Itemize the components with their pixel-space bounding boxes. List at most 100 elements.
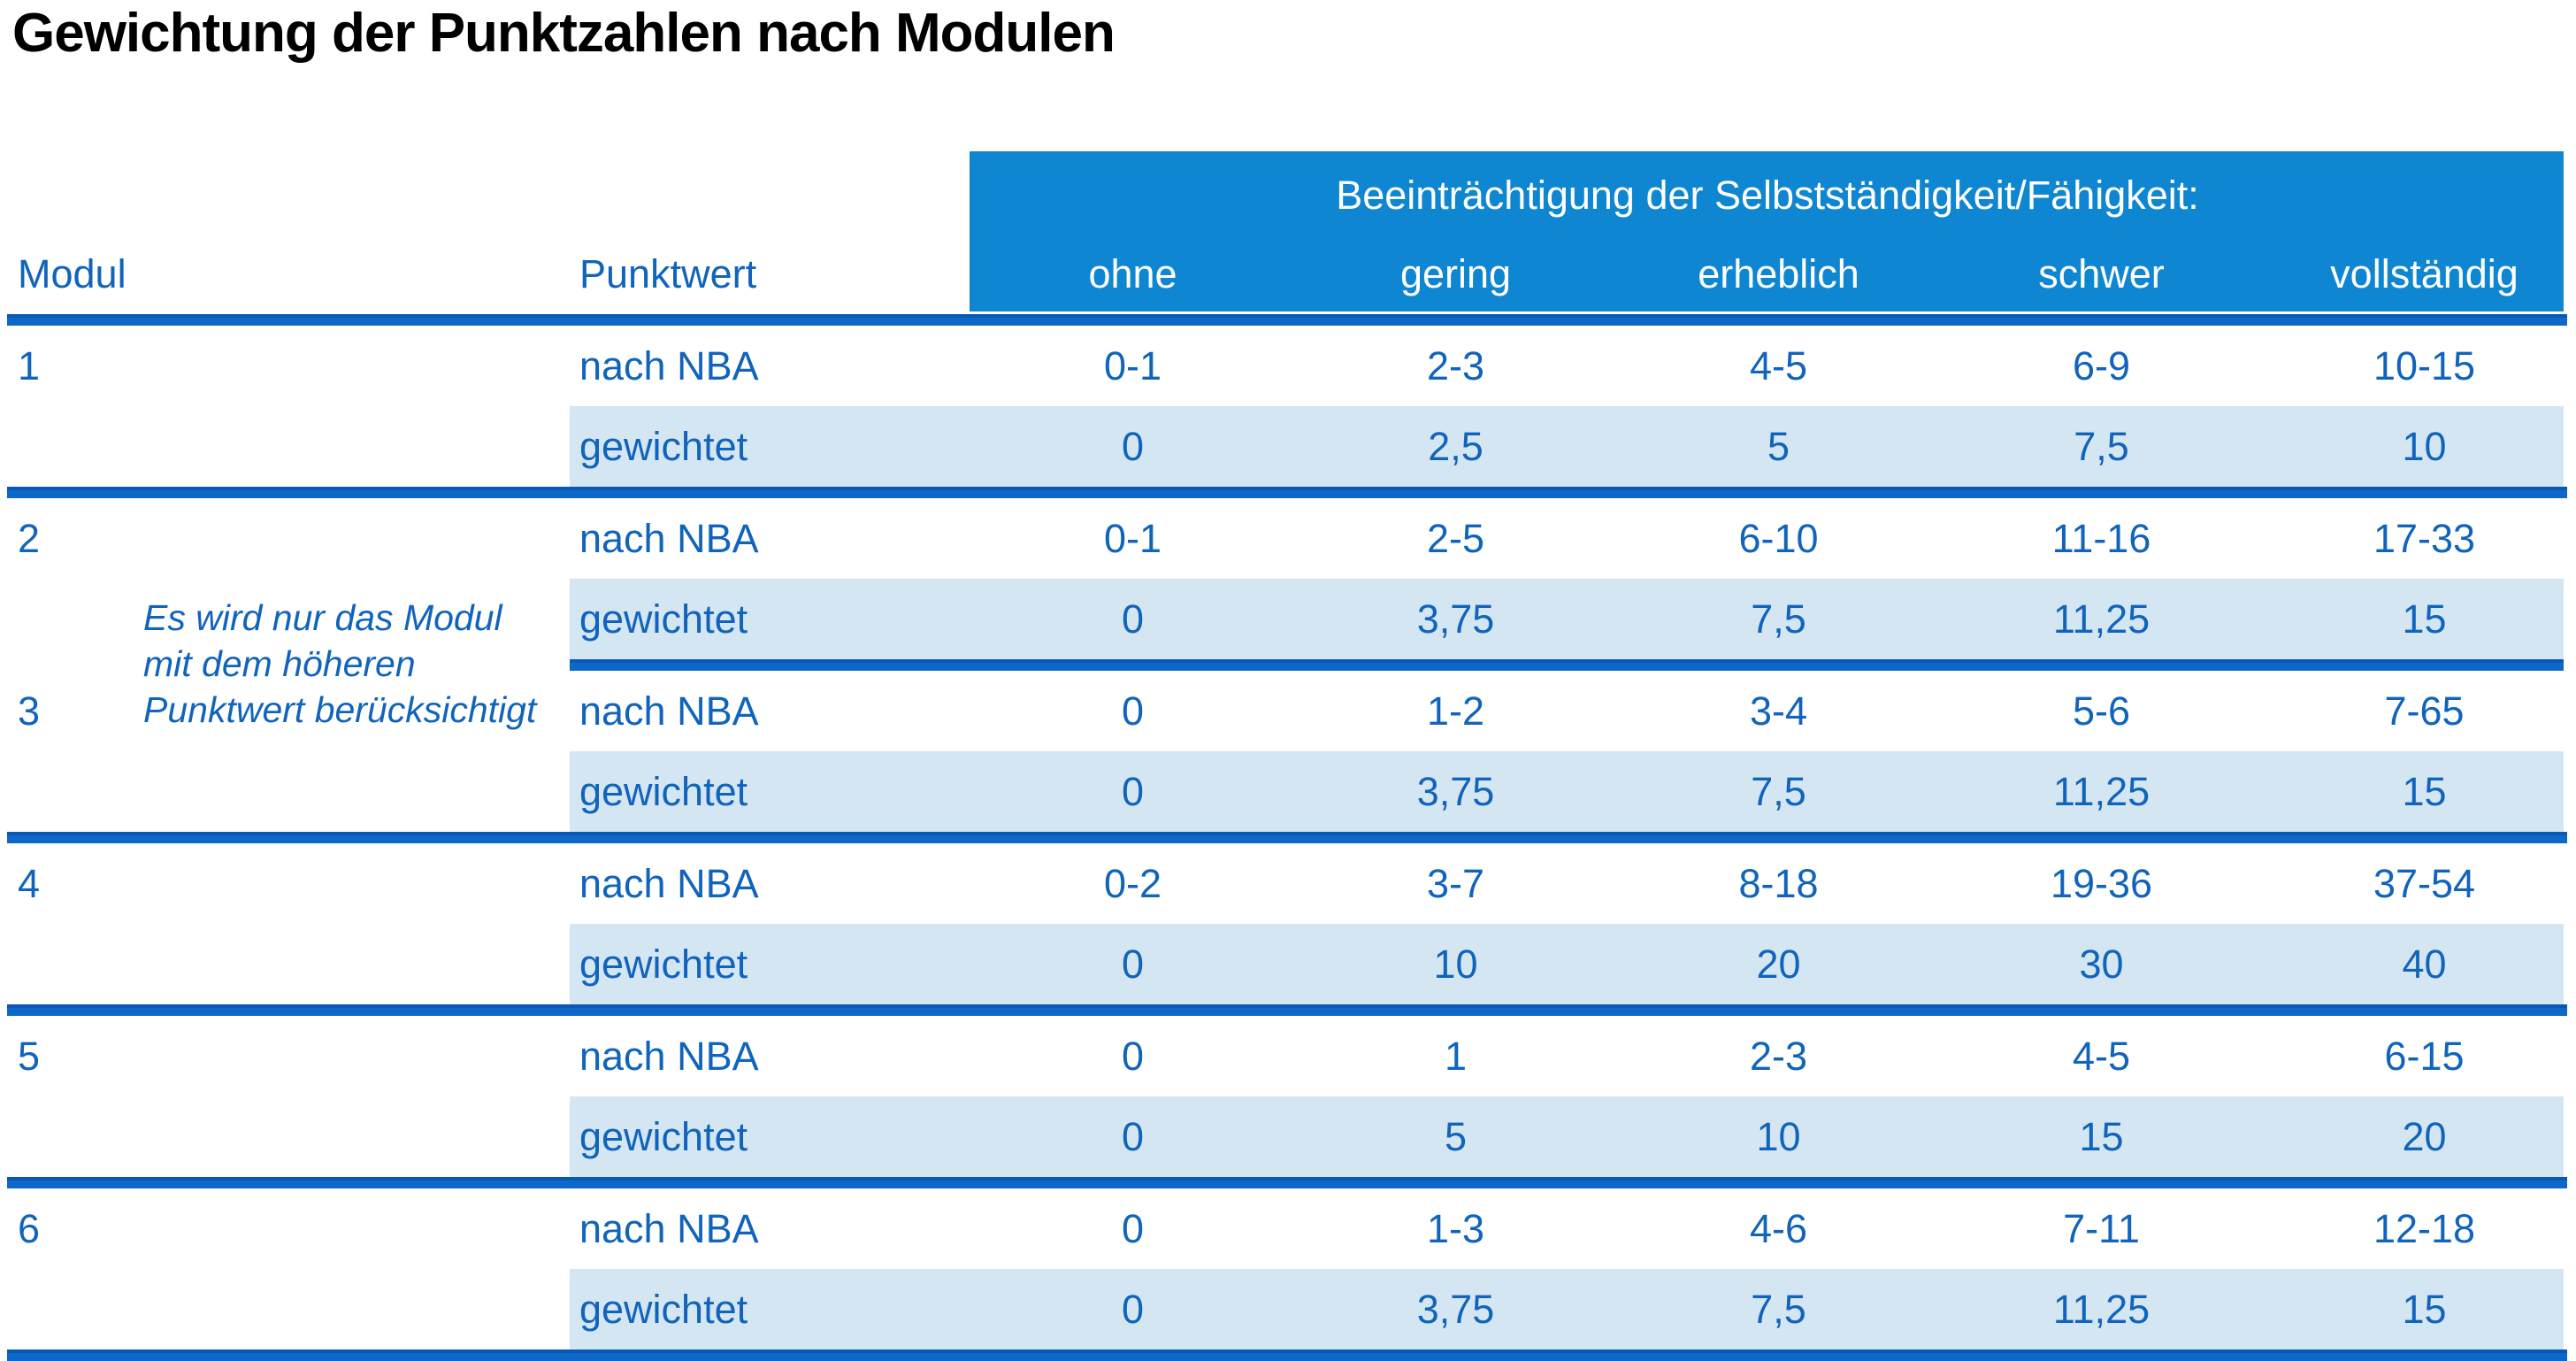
nba-value-cell: 3-4 xyxy=(1749,688,1808,734)
row-label-nba: nach NBA xyxy=(579,688,759,734)
module-number: 6 xyxy=(18,1206,41,1251)
header-separator-line xyxy=(7,314,2567,326)
weighted-value-cell: 0 xyxy=(1121,1114,1145,1159)
row-label-weighted: gewichtet xyxy=(579,596,748,642)
column-header-severity-2: erheblich xyxy=(1698,251,1859,296)
module-number: 3 xyxy=(18,688,41,734)
separator-line xyxy=(7,1349,2567,1361)
nba-value-cell: 8-18 xyxy=(1738,861,1819,906)
nba-value-cell: 4-5 xyxy=(2072,1034,2131,1079)
weighted-value-cell: 0 xyxy=(1121,1287,1145,1332)
module-number: 1 xyxy=(18,343,41,388)
weighted-value-cell: 15 xyxy=(2402,1287,2447,1332)
column-header-severity-3: schwer xyxy=(2038,251,2165,296)
weighted-value-cell: 11,25 xyxy=(2052,596,2150,642)
weighted-value-cell: 0 xyxy=(1121,942,1145,987)
weighted-row-background xyxy=(570,406,2564,487)
nba-value-cell: 0-1 xyxy=(1103,516,1162,561)
impairment-span-header: Beeinträchtigung der Selbstständigkeit/F… xyxy=(1336,173,2199,218)
nba-value-cell: 19-36 xyxy=(2050,861,2153,906)
nba-value-cell: 0 xyxy=(1121,1206,1145,1251)
module-number: 5 xyxy=(18,1034,41,1079)
column-header-severity-0: ohne xyxy=(1088,251,1177,296)
weighted-value-cell: 3,75 xyxy=(1416,1287,1495,1332)
column-header-punktwert: Punktwert xyxy=(579,251,757,296)
column-header-severity-1: gering xyxy=(1399,251,1512,296)
weighted-value-cell: 0 xyxy=(1121,596,1145,642)
weighted-value-cell: 15 xyxy=(2402,769,2447,814)
nba-value-cell: 11-16 xyxy=(2051,516,2151,561)
weighted-value-cell: 3,75 xyxy=(1416,769,1495,814)
weighted-value-cell: 7,5 xyxy=(1751,596,1806,642)
nba-value-cell: 2-5 xyxy=(1426,516,1485,561)
module-number: 4 xyxy=(18,861,41,906)
nba-value-cell: 37-54 xyxy=(2373,861,2476,906)
severity-header-band xyxy=(970,151,2564,311)
page-title: Gewichtung der Punktzahlen nach Modulen xyxy=(12,3,1116,64)
weighted-value-cell: 20 xyxy=(2402,1114,2447,1159)
weighted-value-cell: 2,5 xyxy=(1428,424,1484,469)
nba-value-cell: 1-3 xyxy=(1426,1206,1485,1251)
row-label-nba: nach NBA xyxy=(579,861,759,906)
row-label-nba: nach NBA xyxy=(579,516,759,561)
weighted-value-cell: 20 xyxy=(1756,942,1801,987)
module-2-3-note: Es wird nur das Modul mit dem höheren Pu… xyxy=(143,597,537,730)
separator-line xyxy=(570,659,2564,671)
nba-value-cell: 6-15 xyxy=(2384,1034,2465,1079)
weighted-row-background xyxy=(570,579,2564,659)
separator-line xyxy=(7,832,2567,843)
row-label-nba: nach NBA xyxy=(579,1206,759,1251)
nba-value-cell: 6-10 xyxy=(1738,516,1819,561)
nba-value-cell: 1-2 xyxy=(1426,688,1485,734)
weighted-value-cell: 3,75 xyxy=(1416,596,1495,642)
row-label-nba: nach NBA xyxy=(579,1034,759,1079)
nba-value-cell: 5-6 xyxy=(2072,688,2131,734)
nba-value-cell: 2-3 xyxy=(1749,1034,1808,1079)
column-header-severity-4: vollständig xyxy=(2330,251,2518,296)
weighted-value-cell: 5 xyxy=(1767,424,1790,469)
weighted-value-cell: 10 xyxy=(2402,424,2447,469)
module-number: 2 xyxy=(18,516,41,561)
weighted-value-cell: 15 xyxy=(2079,1114,2124,1159)
row-label-weighted: gewichtet xyxy=(579,424,748,469)
row-label-weighted: gewichtet xyxy=(579,769,748,814)
nba-value-cell: 10-15 xyxy=(2373,343,2476,388)
nba-value-cell: 6-9 xyxy=(2072,343,2131,388)
nba-value-cell: 0 xyxy=(1121,1034,1145,1079)
row-label-weighted: gewichtet xyxy=(579,942,748,987)
nba-value-cell: 4-5 xyxy=(1749,343,1808,388)
nba-value-cell: 12-18 xyxy=(2373,1206,2476,1251)
nba-value-cell: 3-7 xyxy=(1426,861,1485,906)
row-label-weighted: gewichtet xyxy=(579,1287,748,1332)
weighted-row-background xyxy=(570,751,2564,832)
weighted-value-cell: 30 xyxy=(2079,942,2124,987)
separator-line xyxy=(7,1177,2567,1188)
weighted-value-cell: 7,5 xyxy=(1751,1287,1806,1332)
nba-value-cell: 4-6 xyxy=(1749,1206,1808,1251)
separator-line xyxy=(7,1004,2567,1016)
weighted-value-cell: 11,25 xyxy=(2052,1287,2150,1332)
row-label-weighted: gewichtet xyxy=(579,1114,748,1159)
nba-value-cell: 17-33 xyxy=(2373,516,2476,561)
nba-value-cell: 0-2 xyxy=(1103,861,1162,906)
weighted-value-cell: 10 xyxy=(1756,1114,1801,1159)
nba-value-cell: 7-65 xyxy=(2384,688,2465,734)
nba-value-cell: 2-3 xyxy=(1426,343,1485,388)
nba-value-cell: 7-11 xyxy=(2063,1206,2140,1251)
weighted-value-cell: 0 xyxy=(1121,424,1145,469)
nba-value-cell: 0 xyxy=(1121,688,1145,734)
weighted-row-background xyxy=(570,924,2564,1004)
separator-line xyxy=(7,487,2567,498)
weighted-value-cell: 0 xyxy=(1121,769,1145,814)
weighted-value-cell: 15 xyxy=(2402,596,2447,642)
weighted-row-background xyxy=(570,1096,2564,1177)
weighted-value-cell: 7,5 xyxy=(2074,424,2129,469)
nba-value-cell: 1 xyxy=(1444,1034,1468,1079)
nba-value-cell: 0-1 xyxy=(1103,343,1162,388)
row-label-nba: nach NBA xyxy=(579,343,759,388)
weighted-row-background xyxy=(570,1269,2564,1349)
weighted-value-cell: 5 xyxy=(1444,1114,1468,1159)
weighted-value-cell: 11,25 xyxy=(2052,769,2150,814)
column-header-modul: Modul xyxy=(18,251,126,296)
